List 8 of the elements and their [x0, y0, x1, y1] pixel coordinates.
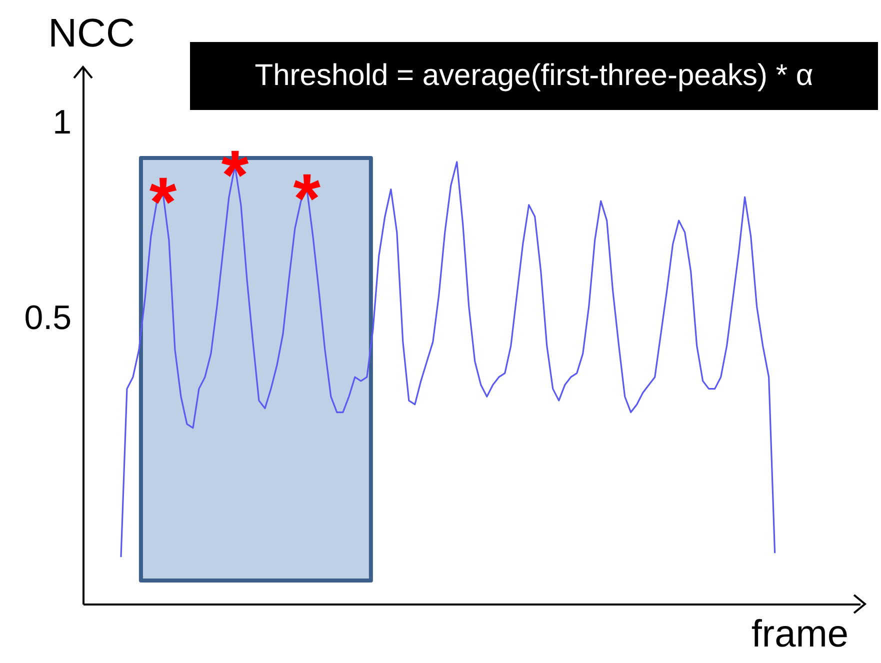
- y-tick-label: 0.5: [24, 298, 72, 337]
- annotation: *: [221, 136, 250, 214]
- note-box: Threshold = average(first-three-peaks) * α: [190, 42, 878, 110]
- y-axis-title: NCC: [48, 12, 135, 56]
- x-axis-title: frame: [751, 614, 848, 656]
- annotation: *: [149, 163, 178, 242]
- y-tick-label: 1: [52, 103, 72, 142]
- annotation: *: [293, 159, 322, 238]
